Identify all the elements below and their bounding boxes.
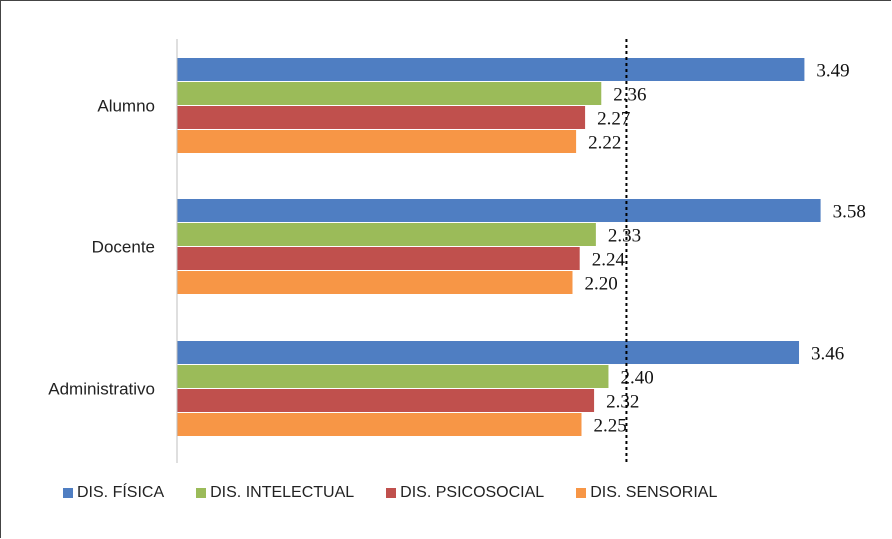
legend-item-2: DIS. PSICOSOCIAL xyxy=(386,484,544,502)
legend-label: DIS. INTELECTUAL xyxy=(210,484,355,501)
value-label-docente-2: 2.24 xyxy=(592,250,626,271)
value-label-alumno-2: 2.27 xyxy=(597,109,630,130)
legend: DIS. FÍSICA DIS. INTELECTUAL DIS. PSICOSOC… xyxy=(63,480,883,506)
bar-alumno-0 xyxy=(177,58,805,81)
bar-alumno-1 xyxy=(177,82,602,105)
category-label-alumno: Alumno xyxy=(97,97,155,116)
category-label-administrativo: Administrativo xyxy=(48,380,155,399)
legend-swatch xyxy=(63,488,73,498)
bar-docente-3 xyxy=(177,271,573,294)
value-label-alumno-1: 2.36 xyxy=(613,85,646,106)
legend-item-3: DIS. SENSORIAL xyxy=(576,484,717,502)
bar-administrativo-3 xyxy=(177,413,582,436)
value-label-docente-0: 3.58 xyxy=(833,202,866,223)
legend-item-0: DIS. FÍSICA xyxy=(63,484,164,502)
category-labels-group: Alumno Docente Administrativo xyxy=(48,97,155,399)
legend-swatch xyxy=(196,488,207,498)
bar-docente-2 xyxy=(177,247,580,270)
bar-administrativo-1 xyxy=(177,365,609,388)
value-label-alumno-3: 2.22 xyxy=(588,133,621,154)
legend-label: DIS. SENSORIAL xyxy=(590,484,718,501)
legend-label: DIS. FÍSICA xyxy=(77,484,165,501)
value-label-administrativo-3: 2.25 xyxy=(593,416,626,437)
bar-docente-0 xyxy=(177,199,821,222)
bar-alumno-3 xyxy=(177,130,577,153)
legend-item-1: DIS. INTELECTUAL xyxy=(196,484,354,502)
value-labels-group: 3.49 2.36 2.27 2.22 3.58 2.33 2.24 2.20 3.46 2.40… xyxy=(585,61,866,437)
category-label-docente: Docente xyxy=(92,238,155,257)
value-label-alumno-0: 3.49 xyxy=(816,61,849,82)
value-label-administrativo-1: 2.40 xyxy=(620,368,653,389)
value-label-docente-1: 2.33 xyxy=(608,226,641,247)
legend-swatch xyxy=(576,488,587,498)
bar-administrativo-2 xyxy=(177,389,595,412)
bar-chart: 3.49 2.36 2.27 2.22 3.58 2.33 2.24 2.20 3.46 2.40… xyxy=(48,39,866,463)
bar-alumno-2 xyxy=(177,106,586,129)
legend-swatch xyxy=(386,488,397,498)
bar-docente-1 xyxy=(177,223,596,246)
value-label-administrativo-2: 2.32 xyxy=(606,392,639,413)
bars-group xyxy=(177,58,821,436)
legend-label: DIS. PSICOSOCIAL xyxy=(400,484,545,501)
value-label-administrativo-0: 3.46 xyxy=(811,344,844,365)
value-label-docente-3: 2.20 xyxy=(585,274,618,295)
bar-administrativo-0 xyxy=(177,341,800,364)
